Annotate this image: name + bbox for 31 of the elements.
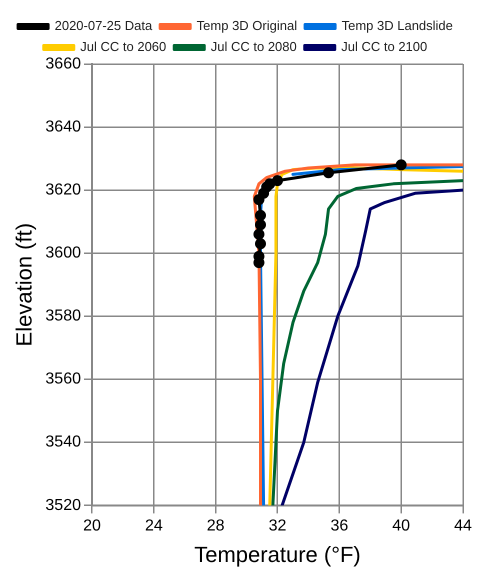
x-tick-label: 36	[330, 517, 348, 534]
point	[323, 167, 334, 178]
y-tick-label: 3620	[45, 182, 82, 199]
point	[253, 228, 264, 240]
x-tick-label: 44	[454, 517, 472, 534]
point	[254, 210, 266, 221]
legend-label: Temp 3D Landslide	[342, 18, 453, 34]
point	[272, 175, 283, 186]
point	[254, 238, 266, 250]
legend-label: 2020-07-25 Data	[54, 18, 153, 34]
legend-label: Jul CC to 2080	[210, 39, 297, 54]
legend-label: Jul CC to 2060	[80, 39, 166, 54]
point	[396, 159, 407, 170]
y-tick-label: 3580	[45, 308, 82, 325]
y-axis-title: Elevation (ft)	[11, 222, 36, 346]
legend-label: Temp 3D Original	[196, 18, 298, 34]
y-tick-label: 3520	[45, 496, 82, 514]
x-axis-title: Temperature (°F)	[194, 542, 361, 567]
y-tick-label: 3560	[45, 370, 82, 388]
point	[264, 178, 276, 190]
y-tick-label: 3600	[45, 244, 82, 262]
x-tick-label: 32	[268, 517, 286, 534]
x-tick-label: 28	[206, 517, 225, 534]
legend-label: Jul CC to 2100	[341, 39, 428, 54]
y-tick-label: 3660	[45, 55, 82, 72]
x-tick-label: 40	[392, 517, 410, 534]
y-tick-label: 3540	[45, 434, 82, 451]
x-tick-label: 20	[83, 517, 101, 534]
x-tick-label: 24	[144, 517, 163, 534]
point	[254, 219, 266, 230]
y-tick-label: 3640	[45, 118, 82, 136]
